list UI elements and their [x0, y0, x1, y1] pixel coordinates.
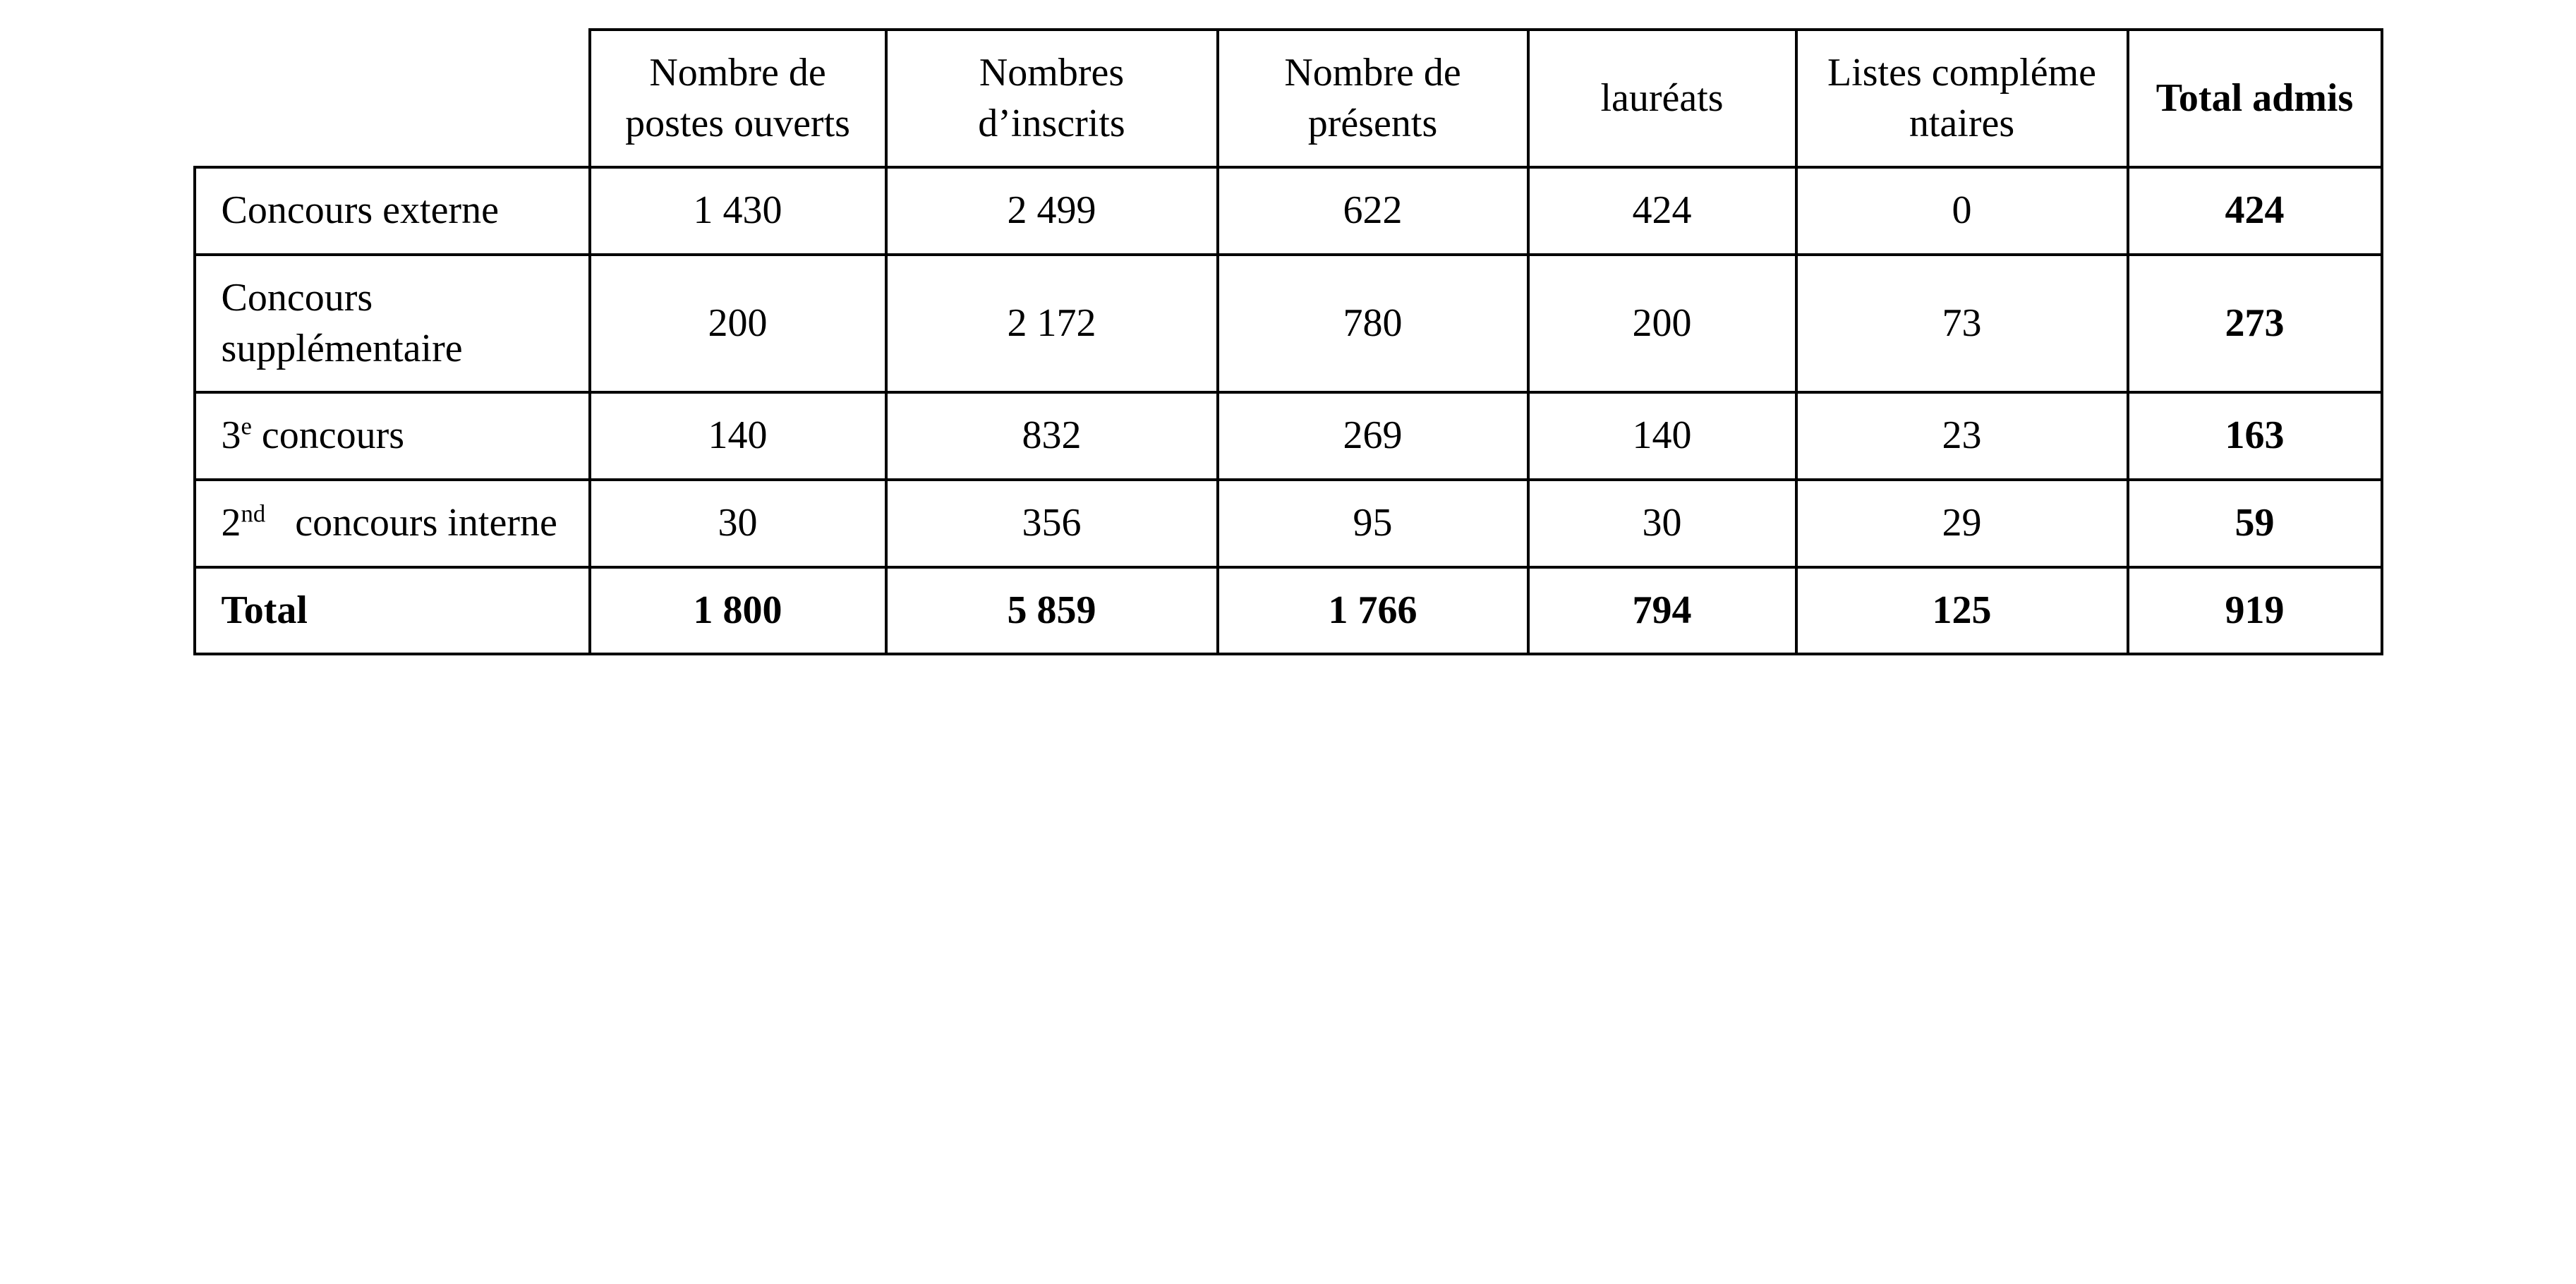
header-inscrits: Nombres d’inscrits — [886, 30, 1218, 167]
row-label: Concours externe — [195, 167, 590, 255]
cell-value: 2 499 — [886, 167, 1218, 255]
total-row-label: Total — [195, 567, 590, 655]
cell-value: 23 — [1796, 392, 2128, 480]
cell-value: 73 — [1796, 255, 2128, 392]
header-laureats: lauréats — [1528, 30, 1796, 167]
cell-value: 30 — [590, 480, 886, 567]
row-label: Concours supplémentaire — [195, 255, 590, 392]
total-cell-value: 919 — [2128, 567, 2382, 655]
concours-results-table: Nombre de postes ouverts Nombres d’inscr… — [193, 28, 2383, 655]
row-label: 2nd concours interne — [195, 480, 590, 567]
header-total-admis: Total admis — [2128, 30, 2382, 167]
cell-value: 269 — [1218, 392, 1528, 480]
total-cell-value: 1 800 — [590, 567, 886, 655]
total-cell-value: 1 766 — [1218, 567, 1528, 655]
cell-value: 200 — [1528, 255, 1796, 392]
cell-value: 424 — [1528, 167, 1796, 255]
cell-value: 29 — [1796, 480, 2128, 567]
cell-value: 622 — [1218, 167, 1528, 255]
table-row: 3e concours14083226914023163 — [195, 392, 2382, 480]
total-cell-value: 5 859 — [886, 567, 1218, 655]
cell-value: 0 — [1796, 167, 2128, 255]
table-row: 2nd concours interne3035695302959 — [195, 480, 2382, 567]
cell-value: 424 — [2128, 167, 2382, 255]
header-presents: Nombre de présents — [1218, 30, 1528, 167]
cell-value: 163 — [2128, 392, 2382, 480]
cell-value: 356 — [886, 480, 1218, 567]
cell-value: 140 — [590, 392, 886, 480]
table-header: Nombre de postes ouverts Nombres d’inscr… — [195, 30, 2382, 167]
cell-value: 59 — [2128, 480, 2382, 567]
total-cell-value: 794 — [1528, 567, 1796, 655]
total-cell-value: 125 — [1796, 567, 2128, 655]
row-label: 3e concours — [195, 392, 590, 480]
table-row: Concours externe1 4302 4996224240424 — [195, 167, 2382, 255]
cell-value: 1 430 — [590, 167, 886, 255]
header-postes-ouverts: Nombre de postes ouverts — [590, 30, 886, 167]
table-row: Concours supplémentaire2002 172780200732… — [195, 255, 2382, 392]
cell-value: 2 172 — [886, 255, 1218, 392]
table-body: Concours externe1 4302 4996224240424Conc… — [195, 167, 2382, 654]
table-header-row: Nombre de postes ouverts Nombres d’inscr… — [195, 30, 2382, 167]
table-total-row: Total1 8005 8591 766794125919 — [195, 567, 2382, 655]
cell-value: 140 — [1528, 392, 1796, 480]
cell-value: 832 — [886, 392, 1218, 480]
cell-value: 273 — [2128, 255, 2382, 392]
cell-value: 780 — [1218, 255, 1528, 392]
header-empty-corner — [195, 30, 590, 167]
cell-value: 95 — [1218, 480, 1528, 567]
header-listes-complementaires: Listes compléme ntaires — [1796, 30, 2128, 167]
cell-value: 200 — [590, 255, 886, 392]
cell-value: 30 — [1528, 480, 1796, 567]
